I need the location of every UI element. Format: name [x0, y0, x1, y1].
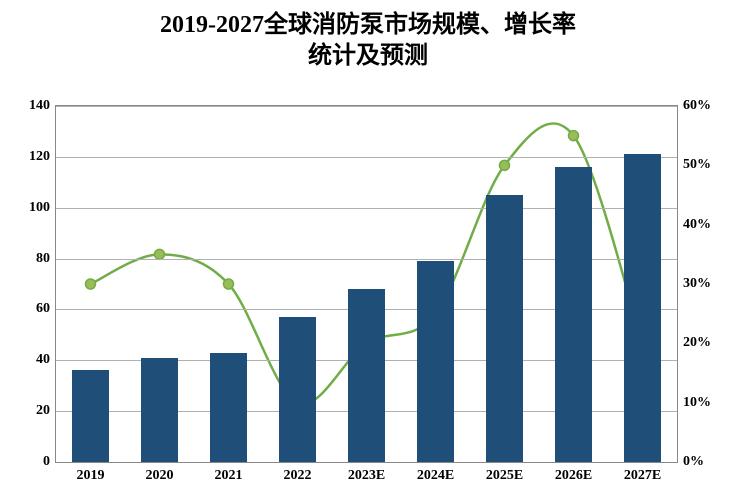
y-right-tick: 40%: [677, 217, 711, 233]
line-marker: [86, 279, 96, 289]
bar: [279, 317, 317, 462]
x-tick: 2025E: [486, 462, 523, 484]
bar: [141, 358, 179, 462]
y-right-tick: 30%: [677, 276, 711, 292]
x-tick: 2023E: [348, 462, 385, 484]
title-line-2: 统计及预测: [0, 41, 736, 72]
y-right-tick: 0%: [677, 454, 704, 470]
y-left-tick: 60: [36, 301, 56, 317]
y-right-tick: 20%: [677, 335, 711, 351]
bar: [417, 261, 455, 462]
chart-title: 2019-2027全球消防泵市场规模、增长率 统计及预测: [0, 0, 736, 72]
y-left-tick: 140: [29, 98, 56, 114]
y-left-tick: 100: [29, 200, 56, 216]
x-tick: 2022: [284, 462, 312, 484]
chart-container: 2019-2027全球消防泵市场规模、增长率 统计及预测 02040608010…: [0, 0, 736, 501]
x-tick: 2024E: [417, 462, 454, 484]
y-right-tick: 10%: [677, 395, 711, 411]
y-right-tick: 60%: [677, 98, 711, 114]
bar: [210, 353, 248, 462]
line-marker: [500, 160, 510, 170]
bar: [486, 195, 524, 462]
gridline: [56, 106, 677, 107]
bar: [348, 289, 386, 462]
x-tick: 2021: [215, 462, 243, 484]
line-marker: [569, 131, 579, 141]
y-left-tick: 80: [36, 251, 56, 267]
y-left-tick: 40: [36, 352, 56, 368]
y-left-tick: 120: [29, 149, 56, 165]
title-line-1: 2019-2027全球消防泵市场规模、增长率: [0, 10, 736, 41]
x-tick: 2026E: [555, 462, 592, 484]
x-tick: 2027E: [624, 462, 661, 484]
y-left-tick: 0: [43, 454, 56, 470]
bar: [72, 370, 110, 462]
plot-area: 0204060801001201400%10%20%30%40%50%60%20…: [55, 105, 678, 463]
x-tick: 2019: [77, 462, 105, 484]
y-right-tick: 50%: [677, 157, 711, 173]
x-tick: 2020: [146, 462, 174, 484]
bar: [624, 154, 662, 462]
y-left-tick: 20: [36, 403, 56, 419]
gridline: [56, 157, 677, 158]
line-marker: [224, 279, 234, 289]
bar: [555, 167, 593, 462]
